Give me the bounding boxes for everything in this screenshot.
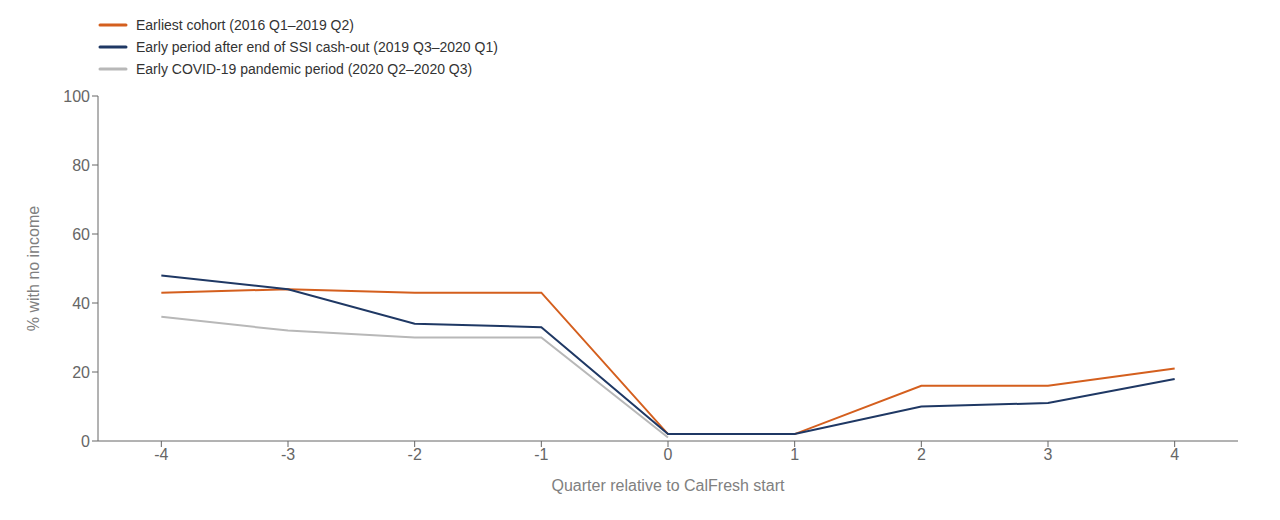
html-text:Early period after end of SSI: Early period after end of SSI cash-out (… — [136, 39, 498, 55]
svg-text:Quarter relative to CalFresh s: Quarter relative to CalFresh start — [552, 477, 786, 494]
html-text:Early COVID-19 pandemic period: Early COVID-19 pandemic period (2020 Q2–… — [136, 61, 473, 77]
svg-text:20: 20 — [72, 364, 90, 381]
svg-text:2: 2 — [917, 446, 926, 463]
svg-text:-4: -4 — [154, 446, 168, 463]
svg-text:40: 40 — [72, 295, 90, 312]
svg-text:3: 3 — [1044, 446, 1053, 463]
svg-text:100: 100 — [63, 88, 90, 105]
svg-text:0: 0 — [664, 446, 673, 463]
svg-text:1: 1 — [790, 446, 799, 463]
svg-text:0: 0 — [81, 433, 90, 450]
svg-text:4: 4 — [1170, 446, 1179, 463]
svg-text:80: 80 — [72, 157, 90, 174]
svg-text:-2: -2 — [408, 446, 422, 463]
svg-text:-3: -3 — [281, 446, 295, 463]
svg-text:-1: -1 — [534, 446, 548, 463]
svg-text:% with no income: % with no income — [25, 206, 42, 331]
svg-text:60: 60 — [72, 226, 90, 243]
html-text:Earliest cohort (2016 Q1–2019: Earliest cohort (2016 Q1–2019 Q2) — [136, 17, 354, 33]
